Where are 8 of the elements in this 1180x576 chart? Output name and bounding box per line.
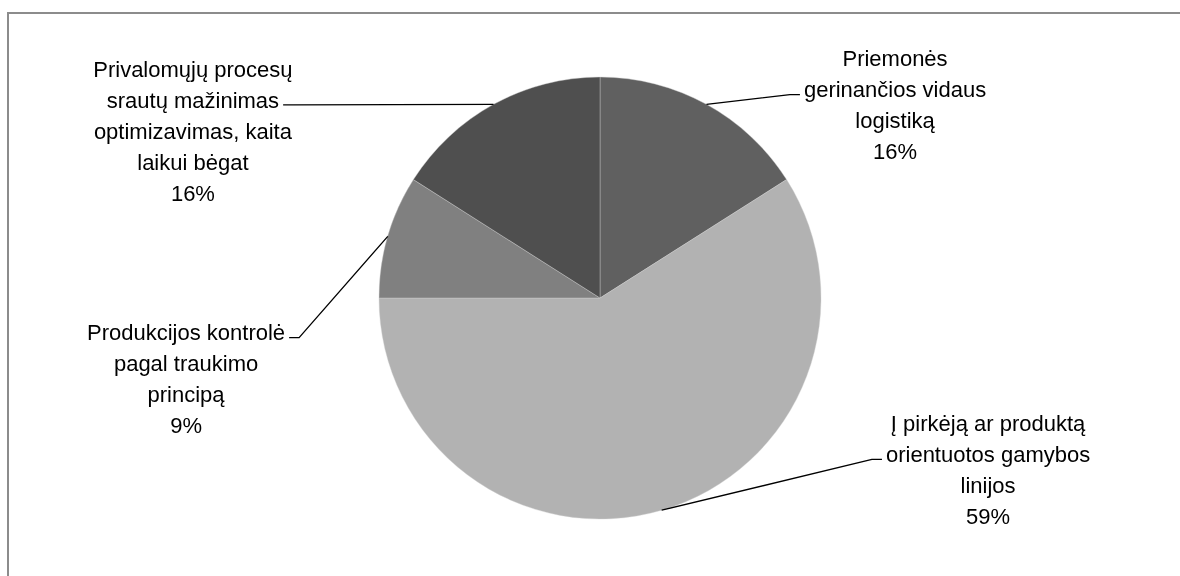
- data-label: 16%: [170, 180, 215, 206]
- slice-label: Produkcijos kontrolė pagal traukimo principą: [87, 320, 286, 408]
- slice-label: Privalomųjų procesų srautų mažinimas optimizavimas, kaita laikui bėgat: [93, 56, 293, 175]
- slice-label: Priemonės gerinančios vidaus logistiką: [803, 46, 987, 134]
- data-label: 59%: [966, 504, 1011, 530]
- slice-label: Į pirkėją ar produktą orientuotos gamybos linijos: [885, 411, 1091, 499]
- data-label: 16%: [873, 139, 918, 165]
- data-label: 9%: [170, 413, 202, 439]
